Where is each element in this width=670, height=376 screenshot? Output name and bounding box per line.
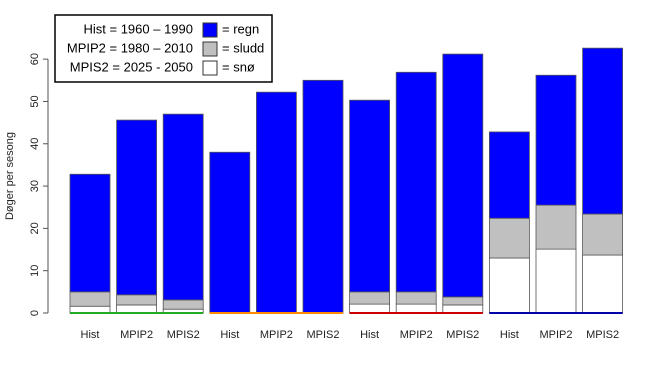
x-tick-label: MPIP2 bbox=[260, 329, 293, 341]
y-tick-label: 10 bbox=[29, 265, 41, 277]
y-tick-label: 50 bbox=[29, 95, 41, 107]
bar-segment bbox=[488, 217, 530, 259]
bar-segment bbox=[488, 131, 530, 219]
x-tick-label: MPIP2 bbox=[539, 329, 572, 341]
bar-segment bbox=[116, 294, 157, 306]
x-tick-label: MPIP2 bbox=[400, 329, 433, 341]
bar-segment bbox=[302, 79, 344, 314]
x-tick-label: MPIS2 bbox=[586, 329, 619, 341]
x-tick-label: Hist bbox=[500, 329, 519, 341]
x-tick-label: Hist bbox=[220, 329, 239, 341]
bar-segment bbox=[395, 71, 437, 293]
legend-period: Hist = 1960 – 1990 bbox=[84, 21, 194, 36]
y-tick-label: 40 bbox=[29, 138, 41, 150]
bar-segment bbox=[69, 305, 111, 314]
y-tick-label: 30 bbox=[29, 180, 41, 192]
bar-segment bbox=[116, 304, 157, 314]
legend-box bbox=[54, 14, 273, 83]
x-tick-label: MPIS2 bbox=[306, 329, 339, 341]
bar-segment bbox=[535, 74, 577, 206]
legend-label: = regn bbox=[222, 21, 259, 36]
y-tick-label: 20 bbox=[29, 222, 41, 234]
legend-swatch bbox=[202, 41, 218, 57]
y-axis-label: Døger per sesong bbox=[4, 132, 16, 220]
x-tick-label: MPIP2 bbox=[120, 329, 153, 341]
bar-segment bbox=[442, 304, 484, 314]
bar-segment bbox=[69, 291, 111, 307]
bar-segment bbox=[69, 173, 111, 293]
bar-segment bbox=[395, 303, 437, 314]
bar-segment bbox=[349, 291, 391, 305]
x-tick-label: Hist bbox=[81, 329, 100, 341]
bar-segment bbox=[395, 291, 437, 305]
bar-segment bbox=[488, 257, 530, 314]
y-tick-label: 0 bbox=[29, 310, 41, 316]
bar-segment bbox=[582, 213, 623, 256]
bar-segment bbox=[162, 113, 204, 301]
legend-swatch bbox=[202, 60, 218, 76]
bar-segment bbox=[255, 91, 297, 314]
bar-segment bbox=[349, 303, 391, 314]
bar-segment bbox=[116, 119, 157, 296]
legend-label: = sludd bbox=[222, 40, 264, 55]
bar-segment bbox=[442, 296, 484, 306]
bar-segment bbox=[582, 47, 623, 215]
bar-segment bbox=[349, 99, 391, 293]
legend-swatch bbox=[202, 22, 218, 38]
legend-period: MPIS2 = 2025 - 2050 bbox=[70, 59, 193, 74]
x-tick-label: Hist bbox=[360, 329, 379, 341]
bar-segment bbox=[535, 248, 577, 314]
legend-label: = snø bbox=[222, 59, 255, 74]
bar-segment bbox=[162, 299, 204, 310]
bar-segment bbox=[582, 254, 623, 314]
legend-period: MPIP2 = 1980 – 2010 bbox=[67, 40, 193, 55]
bar-segment bbox=[442, 53, 484, 298]
y-tick-label: 60 bbox=[29, 53, 41, 65]
x-tick-label: MPIS2 bbox=[167, 329, 200, 341]
bar-segment bbox=[209, 151, 251, 314]
bar-segment bbox=[535, 204, 577, 250]
x-tick-label: MPIS2 bbox=[446, 329, 479, 341]
